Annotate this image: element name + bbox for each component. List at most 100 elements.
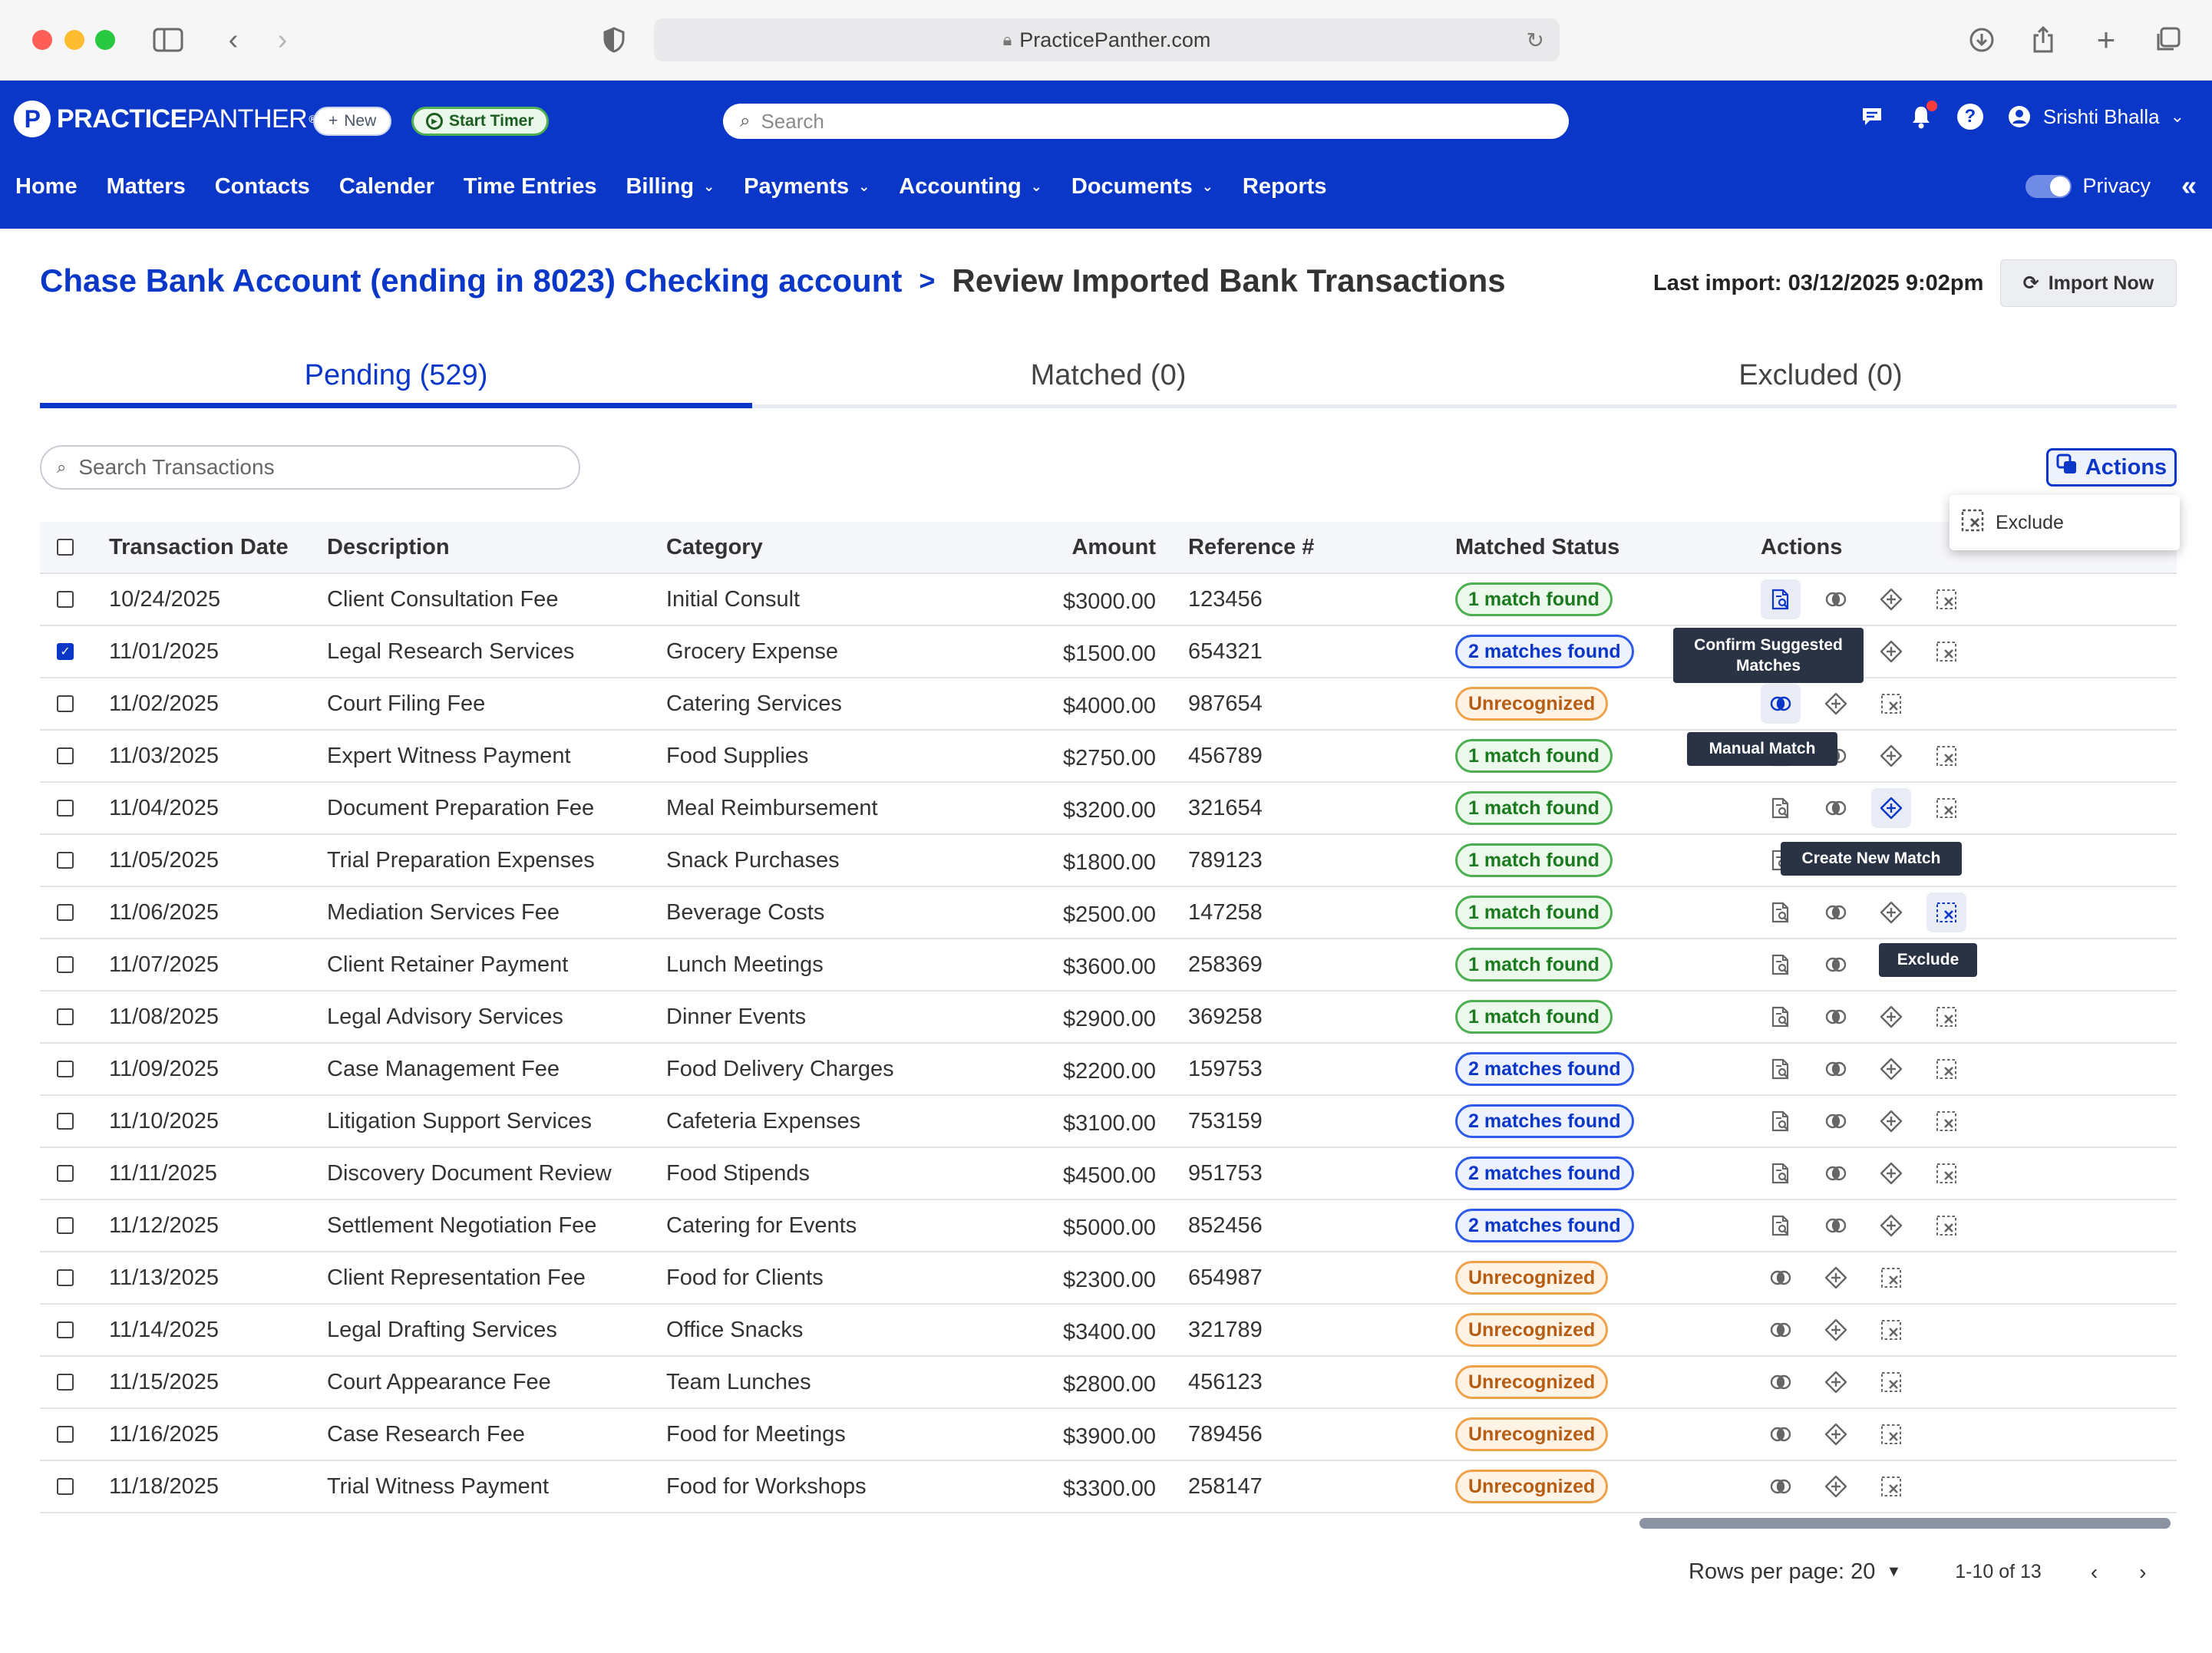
row-checkbox[interactable] [57, 1426, 74, 1443]
column-header-category[interactable]: Category [666, 534, 763, 559]
toggle-switch[interactable] [2025, 174, 2072, 198]
confirm-matches-icon[interactable] [1761, 1049, 1801, 1089]
address-bar[interactable]: 🔒︎ PracticePanther.com ↻ [654, 18, 1560, 61]
help-icon[interactable]: ? [1956, 104, 1983, 130]
actions-menu-exclude-item[interactable]: Exclude [1950, 495, 2180, 550]
tab-matched[interactable]: Matched (0) [1030, 359, 1187, 391]
row-checkbox[interactable] [57, 747, 74, 764]
next-page-button[interactable]: › [2139, 1559, 2147, 1584]
row-checkbox[interactable] [57, 1008, 74, 1025]
manual-match-icon[interactable] [1816, 945, 1856, 985]
share-icon[interactable] [2028, 23, 2058, 57]
exclude-icon[interactable] [1871, 1467, 1911, 1506]
tabs-overview-icon[interactable] [2152, 23, 2183, 57]
manual-match-icon[interactable] [1816, 1049, 1856, 1089]
exclude-icon[interactable] [1926, 736, 1966, 776]
manual-match-icon[interactable] [1816, 892, 1856, 932]
table-row[interactable]: 11/16/2025 Case Research Fee Food for Meet… [40, 1409, 2177, 1461]
exclude-icon[interactable] [1926, 788, 1966, 828]
exclude-icon[interactable] [1926, 1206, 1966, 1246]
column-header-reference[interactable]: Reference # [1188, 534, 1315, 559]
zoom-window-button[interactable] [95, 30, 115, 50]
shield-icon[interactable] [599, 23, 629, 57]
manual-match-icon[interactable] [1761, 684, 1801, 724]
table-row[interactable]: 11/15/2025 Court Appearance Fee Team Lunch… [40, 1357, 2177, 1409]
column-header-transaction-date[interactable]: Transaction Date [109, 534, 289, 559]
manual-match-icon[interactable] [1761, 1414, 1801, 1454]
exclude-icon[interactable] [1926, 579, 1966, 619]
nav-item-accounting[interactable]: Accounting ⌄ [899, 174, 1042, 200]
table-row[interactable]: 11/02/2025 Court Filing Fee Catering Servi… [40, 678, 2177, 731]
row-checkbox[interactable] [57, 800, 74, 817]
exclude-icon[interactable] [1926, 892, 1966, 932]
column-header-matched-status[interactable]: Matched Status [1455, 534, 1620, 559]
table-row[interactable]: 10/24/2025 Client Consultation Fee Initial… [40, 574, 2177, 626]
exclude-icon[interactable] [1871, 1362, 1911, 1402]
collapse-double-chevron-icon[interactable]: « [2181, 170, 2197, 201]
create-new-match-icon[interactable] [1816, 1258, 1856, 1298]
confirm-matches-icon[interactable] [1761, 892, 1801, 932]
row-checkbox[interactable] [57, 1478, 74, 1495]
create-new-match-icon[interactable] [1871, 1101, 1911, 1141]
manual-match-icon[interactable] [1816, 788, 1856, 828]
sidebar-toggle-icon[interactable] [150, 23, 186, 57]
row-checkbox[interactable] [57, 1321, 74, 1338]
create-new-match-icon[interactable] [1816, 684, 1856, 724]
row-checkbox[interactable] [57, 956, 74, 973]
create-new-match-icon[interactable] [1871, 892, 1911, 932]
exclude-icon[interactable] [1871, 1258, 1911, 1298]
column-header-amount[interactable]: Amount [1071, 534, 1156, 559]
confirm-matches-icon[interactable] [1761, 1206, 1801, 1246]
table-row[interactable]: 11/07/2025 Client Retainer Payment Lunch M… [40, 939, 2177, 991]
nav-item-time-entries[interactable]: Time Entries [464, 174, 597, 200]
select-all-checkbox[interactable] [57, 539, 74, 556]
table-row[interactable]: 11/06/2025 Mediation Services Fee Beverage… [40, 887, 2177, 939]
manual-match-icon[interactable] [1816, 997, 1856, 1037]
create-new-match-icon[interactable] [1816, 1467, 1856, 1506]
horizontal-scrollbar[interactable] [1639, 1518, 2171, 1529]
row-checkbox[interactable] [57, 1374, 74, 1391]
forward-icon[interactable]: › [277, 23, 288, 56]
table-row[interactable]: 11/11/2025 Discovery Document Review Food … [40, 1148, 2177, 1200]
confirm-matches-icon[interactable] [1761, 1153, 1801, 1193]
row-checkbox[interactable] [57, 1113, 74, 1130]
row-checkbox[interactable] [57, 695, 74, 712]
transaction-search-input[interactable]: ⌕ Search Transactions [40, 445, 580, 490]
exclude-icon[interactable] [1926, 1153, 1966, 1193]
tab-pending[interactable]: Pending (529) [40, 347, 752, 408]
create-new-match-icon[interactable] [1816, 1310, 1856, 1350]
nav-item-matters[interactable]: Matters [107, 174, 186, 200]
table-row[interactable]: 11/09/2025 Case Management Fee Food Delive… [40, 1044, 2177, 1096]
manual-match-icon[interactable] [1816, 1153, 1856, 1193]
row-checkbox[interactable] [57, 591, 74, 608]
exclude-icon[interactable] [1871, 1310, 1911, 1350]
import-now-button[interactable]: ⟳ Import Now [2000, 259, 2177, 307]
manual-match-icon[interactable] [1816, 1101, 1856, 1141]
create-new-match-icon[interactable] [1871, 997, 1911, 1037]
download-icon[interactable] [1966, 23, 1997, 57]
notification-bell-icon[interactable] [1908, 101, 1937, 130]
chat-icon[interactable] [1859, 104, 1885, 130]
table-row[interactable]: 11/08/2025 Legal Advisory Services Dinner … [40, 991, 2177, 1044]
start-timer-button[interactable]: ▶ Start Timer [411, 107, 549, 136]
manual-match-icon[interactable] [1761, 1467, 1801, 1506]
nav-item-reports[interactable]: Reports [1243, 174, 1327, 200]
actions-button[interactable]: Actions [2046, 448, 2177, 487]
nav-item-billing[interactable]: Billing ⌄ [626, 174, 715, 200]
minimize-window-button[interactable] [64, 30, 84, 50]
nav-item-calender[interactable]: Calender [339, 174, 434, 200]
exclude-icon[interactable] [1926, 632, 1966, 671]
row-checkbox[interactable]: ✓ [57, 643, 74, 660]
create-new-match-icon[interactable] [1871, 579, 1911, 619]
rows-per-page-select[interactable]: Rows per page: 20 ▼ [1689, 1559, 1901, 1585]
manual-match-icon[interactable] [1761, 1310, 1801, 1350]
manual-match-icon[interactable] [1816, 579, 1856, 619]
create-new-match-icon[interactable] [1871, 736, 1911, 776]
table-row[interactable]: 11/03/2025 Expert Witness Payment Food Sup… [40, 731, 2177, 783]
new-button[interactable]: + New [313, 107, 392, 136]
row-checkbox[interactable] [57, 904, 74, 921]
table-row[interactable]: 11/04/2025 Document Preparation Fee Meal R… [40, 783, 2177, 835]
exclude-icon[interactable] [1871, 684, 1911, 724]
column-header-description[interactable]: Description [327, 534, 450, 559]
